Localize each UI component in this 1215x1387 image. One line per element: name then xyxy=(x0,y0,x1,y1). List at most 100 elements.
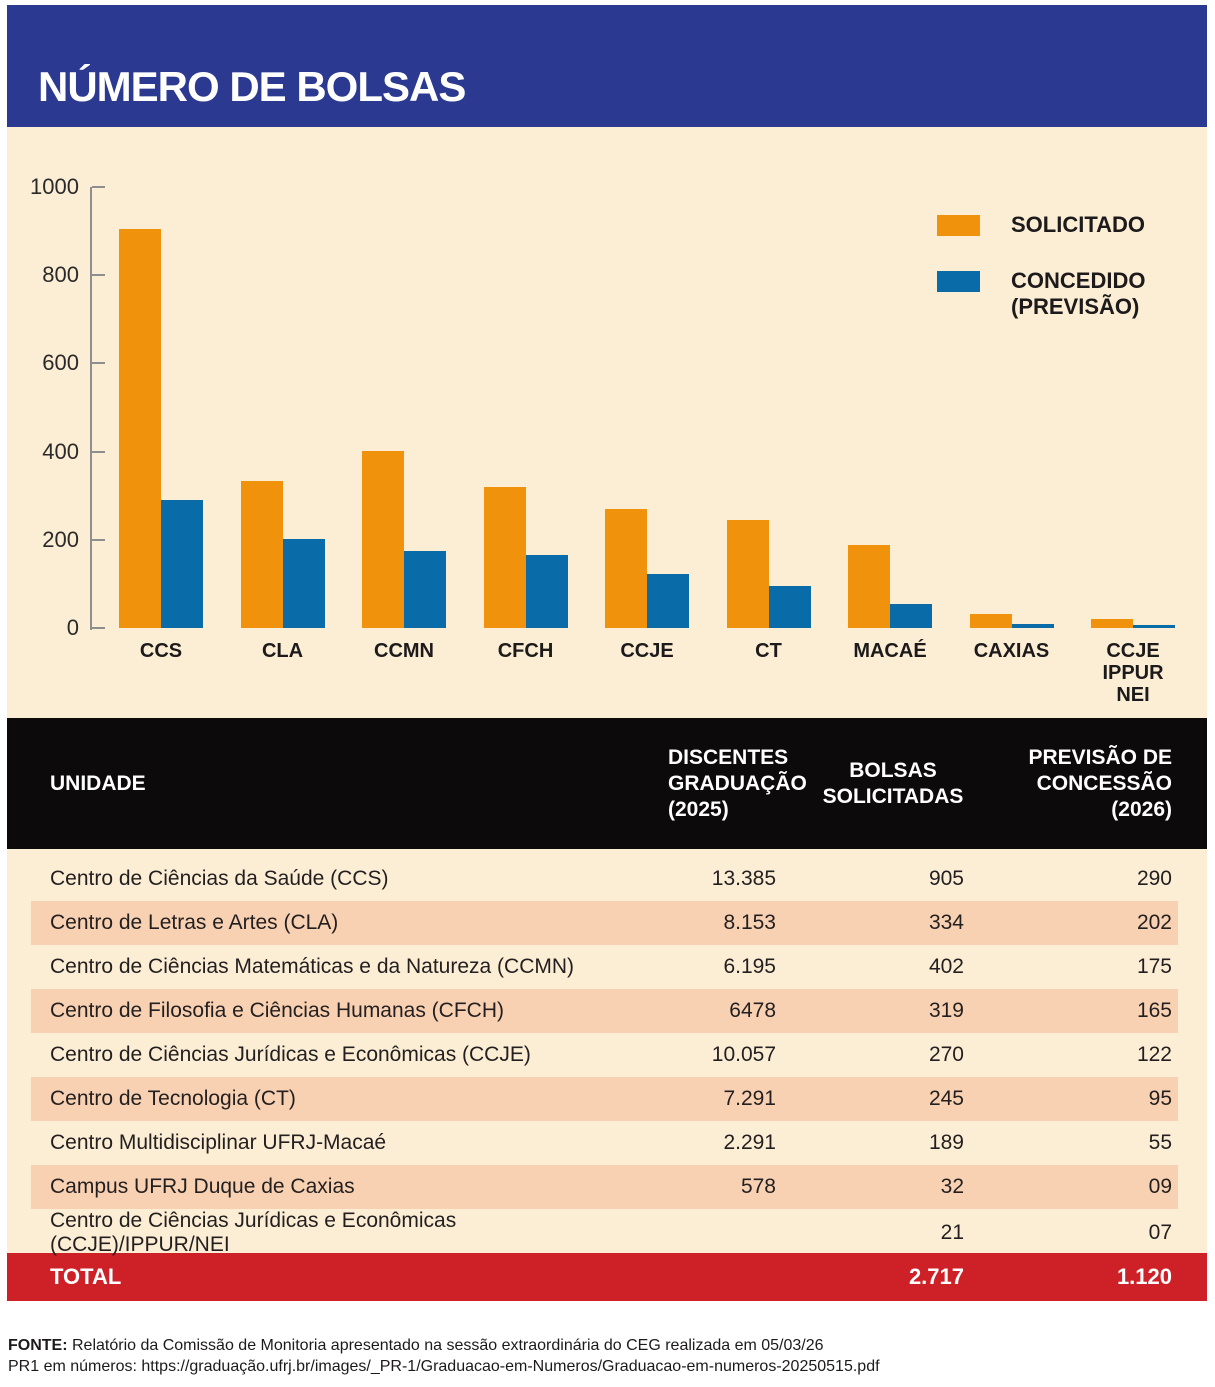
x-axis-label-cla: CLA xyxy=(261,640,304,662)
cell-bolsas: 189 xyxy=(928,1131,964,1154)
x-axis-labels: CCS CLA CCMN CFCH CCJE CT MACAÉ CAXIAS CCJE IPPUR… xyxy=(111,640,1183,706)
cell-unidade: Centro de Ciências da Saúde (CCS) xyxy=(50,867,389,890)
table-row-6: Centro de Tecnologia (CT) 7.291 245 95 xyxy=(7,1077,1207,1121)
bar-solicitado-ccje xyxy=(605,508,647,628)
cell-discentes: 578 xyxy=(740,1175,776,1198)
legend-item-solicitado: SOLICITADO xyxy=(937,212,1145,238)
cell-bolsas: 319 xyxy=(928,999,964,1022)
y-axis-tick xyxy=(92,538,105,541)
bar-solicitado-ct xyxy=(726,519,769,628)
bar-concedido-ccs xyxy=(161,500,203,628)
bar-solicitado-ccmn xyxy=(362,450,404,628)
row-stripe xyxy=(31,989,1178,1033)
bar-group-ccs xyxy=(111,187,211,628)
table-row-2: Centro de Letras e Artes (CLA) 8.153 334 20… xyxy=(7,901,1207,945)
y-axis-label: 200 xyxy=(42,526,79,552)
bar-concedido-maca xyxy=(890,603,932,628)
y-axis-tick xyxy=(92,186,105,188)
cell-unidade: Centro de Letras e Artes (CLA) xyxy=(50,911,339,934)
bar-concedido-ccmn xyxy=(404,550,446,628)
bar-group-ccje xyxy=(597,187,697,628)
total-bolsas: 2.717 xyxy=(908,1264,964,1289)
table-row-3: Centro de Ciências Matemáticas e da Natu… xyxy=(7,945,1207,989)
y-axis-tick xyxy=(92,362,105,365)
cell-discentes: 2.291 xyxy=(723,1131,776,1154)
y-axis-label: 600 xyxy=(42,350,79,376)
x-axis-label-ccje: CCJE xyxy=(620,640,674,662)
x-axis-label-ccje-ippur-nei: CCJE IPPUR NEI xyxy=(1102,640,1164,706)
cell-previsao: 09 xyxy=(1148,1175,1172,1198)
cell-discentes: 6478 xyxy=(729,999,776,1022)
x-axis-label-ct: CT xyxy=(755,640,782,662)
x-axis-label-cfch: CFCH xyxy=(497,640,554,662)
cell-discentes: 6.195 xyxy=(723,955,776,978)
table-header: UNIDADE DISCENTES GRADUAÇÃO (2025) BOLSAS SOL… xyxy=(7,718,1207,849)
x-axis-label-maca: MACAÉ xyxy=(853,640,927,662)
y-axis-label: 1000 xyxy=(30,174,79,199)
bar-solicitado-cfch xyxy=(483,487,526,628)
total-label: TOTAL xyxy=(50,1264,122,1289)
cell-unidade: Centro de Ciências Jurídicas e Econômica… xyxy=(50,1209,457,1256)
bar-group-ccmn xyxy=(354,187,454,628)
source-line: FONTE: Relatório da Comissão de Monitori… xyxy=(8,1335,1207,1356)
cell-discentes: 7.291 xyxy=(723,1087,776,1110)
row-stripe xyxy=(31,1165,1178,1209)
cell-discentes: 8.153 xyxy=(723,911,776,934)
bar-group-cla xyxy=(233,187,333,628)
column-header-bolsas: BOLSAS SOLICITADAS xyxy=(822,758,964,808)
cell-bolsas: 245 xyxy=(928,1087,964,1110)
row-stripe xyxy=(31,901,1178,945)
title-band: NÚMERO DE BOLSAS xyxy=(7,5,1207,127)
bar-solicitado-maca xyxy=(848,544,890,628)
cell-discentes: 10.057 xyxy=(711,1043,776,1066)
legend-item-concedido: CONCEDIDO (PREVISÃO) xyxy=(937,268,1145,320)
y-axis-tick xyxy=(92,450,105,453)
cell-previsao: 202 xyxy=(1136,911,1172,934)
cell-bolsas: 270 xyxy=(928,1043,964,1066)
table-row-4: Centro de Filosofia e Ciências Humanas (… xyxy=(7,989,1207,1033)
y-axis-label: 800 xyxy=(42,262,79,288)
x-axis-label-ccs: CCS xyxy=(139,640,183,662)
cell-bolsas: 32 xyxy=(940,1175,964,1198)
footer: FONTE: Relatório da Comissão de Monitori… xyxy=(7,1301,1207,1377)
y-axis-line xyxy=(90,187,92,630)
cell-previsao: 165 xyxy=(1136,999,1172,1022)
y-axis-tick xyxy=(92,274,105,277)
bar-concedido-ccje xyxy=(647,574,689,628)
total-row: TOTAL 2.717 1.120 xyxy=(7,1253,1207,1301)
table-row-1: Centro de Ciências da Saúde (CCS) 13.385 9… xyxy=(7,857,1207,901)
table-body: Centro de Ciências da Saúde (CCS) 13.385 9… xyxy=(7,849,1207,1256)
row-stripe xyxy=(31,1077,1178,1121)
bar-group-ct xyxy=(719,187,819,628)
bar-group-caxias xyxy=(962,187,1062,628)
cell-bolsas: 905 xyxy=(928,867,964,890)
cell-previsao: 95 xyxy=(1148,1087,1172,1110)
source-text: Relatório da Comissão de Monitoria apres… xyxy=(72,1337,824,1354)
cell-unidade: Centro de Filosofia e Ciências Humanas (… xyxy=(50,999,504,1022)
bar-solicitado-ccje-ippur-nei xyxy=(1091,618,1133,628)
cell-bolsas: 334 xyxy=(928,911,964,934)
x-axis-label-caxias: CAXIAS xyxy=(973,640,1050,662)
total-previsao: 1.120 xyxy=(1116,1264,1172,1289)
table-row-8: Campus UFRJ Duque de Caxias 578 32 09 xyxy=(7,1165,1207,1209)
cell-bolsas: 21 xyxy=(940,1221,964,1244)
bar-concedido-cla xyxy=(282,538,325,628)
bar-concedido-ct xyxy=(768,586,811,628)
column-header-previsao: PREVISÃO DE CONCESSÃO (2026) xyxy=(1028,745,1172,821)
bar-solicitado-cla xyxy=(240,480,283,628)
legend-label-solicitado: SOLICITADO xyxy=(1011,212,1146,237)
bar-group-ccje-ippur-nei xyxy=(1083,187,1183,628)
page-title: NÚMERO DE BOLSAS xyxy=(38,63,466,110)
bar-solicitado-ccs xyxy=(119,228,161,628)
content: NÚMERO DE BOLSAS 0 200 400 600 800 1000 CCS CL… xyxy=(7,5,1207,1377)
table-row-7: Centro Multidisciplinar UFRJ-Macaé 2.291 1… xyxy=(7,1121,1207,1165)
cell-unidade: Centro Multidisciplinar UFRJ-Macaé xyxy=(50,1131,387,1154)
cell-unidade: Centro de Ciências Matemáticas e da Natu… xyxy=(50,955,575,978)
cell-previsao: 290 xyxy=(1136,867,1172,890)
table-row-5: Centro de Ciências Jurídicas e Econômica… xyxy=(7,1033,1207,1077)
bar-concedido-ccje-ippur-nei xyxy=(1133,624,1175,628)
y-axis-label: 0 xyxy=(66,615,79,640)
cell-bolsas: 402 xyxy=(928,955,964,978)
bar-group-cfch xyxy=(476,187,576,628)
